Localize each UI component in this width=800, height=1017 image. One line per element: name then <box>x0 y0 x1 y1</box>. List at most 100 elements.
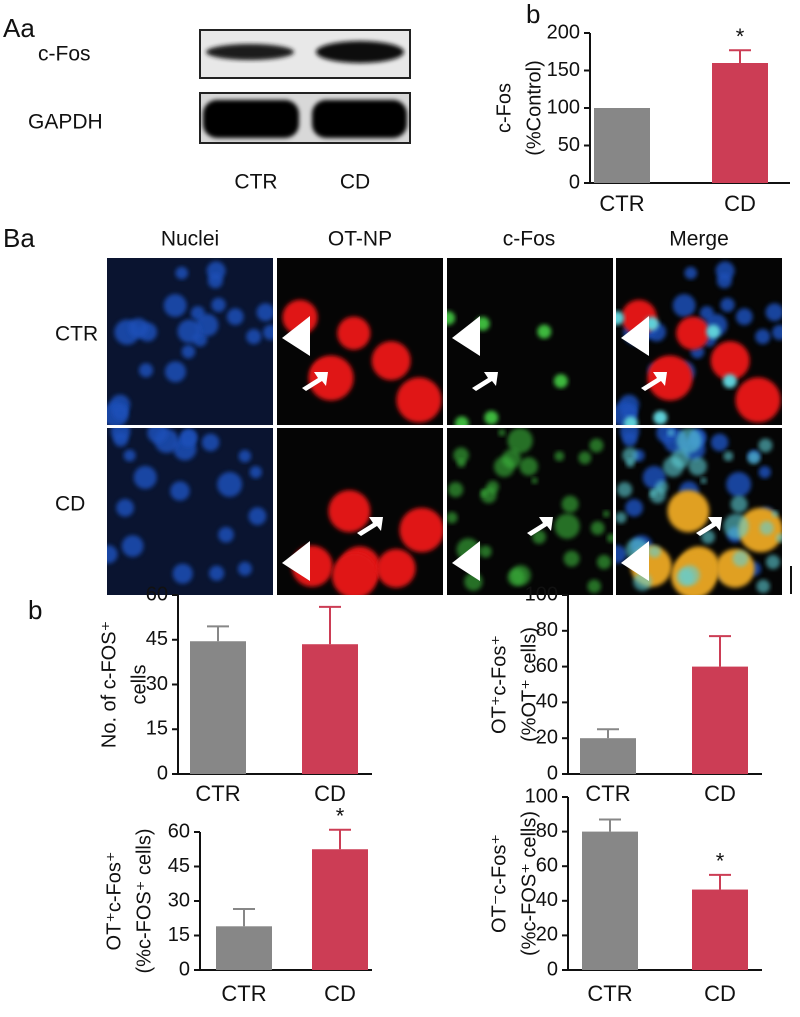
fos-spot <box>447 311 456 326</box>
y-tick-label: 100 <box>525 583 558 605</box>
y-axis-label: cells <box>128 664 150 704</box>
y-tick-label: 0 <box>569 171 580 193</box>
panel-label: b <box>526 0 540 29</box>
panel-label: Ba <box>3 223 35 253</box>
micrograph <box>616 258 782 425</box>
fos-spot <box>456 458 466 468</box>
y-tick-label: 40 <box>536 889 558 911</box>
nucleus <box>621 405 637 421</box>
fos-spot <box>596 554 612 570</box>
micrograph <box>107 258 273 425</box>
micrograph-column-label: c-Fos <box>503 228 556 251</box>
nucleus <box>249 465 262 479</box>
fos-spot <box>622 447 638 464</box>
micrograph-column-label: Merge <box>669 228 729 251</box>
blot-row-label: GAPDH <box>28 111 103 134</box>
nucleus <box>622 432 638 447</box>
ot-cell <box>376 548 416 588</box>
fos-spot <box>701 530 716 544</box>
fos-spot <box>676 568 694 587</box>
y-tick-label: 30 <box>146 673 168 695</box>
ot-cell <box>399 507 443 553</box>
arrow <box>527 517 553 536</box>
y-tick-label: 45 <box>146 628 168 650</box>
nucleus <box>211 297 226 313</box>
western-blot <box>199 29 411 144</box>
y-tick-label: 15 <box>146 718 168 740</box>
error-bar <box>329 828 351 850</box>
x-tick-label: CD <box>324 981 356 1006</box>
ot-cell <box>308 355 354 401</box>
fos-spot <box>747 451 761 465</box>
y-tick-label: 60 <box>168 820 190 842</box>
arrowhead <box>621 316 649 356</box>
ot-cell <box>331 552 378 595</box>
fos-spot <box>655 480 669 494</box>
nucleus <box>616 545 627 564</box>
fos-spot <box>507 428 533 454</box>
arrowhead <box>452 541 480 581</box>
fos-spot <box>730 495 748 513</box>
nucleus <box>248 507 267 526</box>
fos-spot <box>554 451 565 462</box>
bar <box>692 889 748 970</box>
micrograph-column-label: Nuclei <box>161 228 219 251</box>
y-tick-label: 60 <box>536 854 558 876</box>
micrograph <box>107 428 273 595</box>
y-axis-label: (%c-FOS⁺ cells) <box>518 811 540 956</box>
fos-spot <box>532 530 547 544</box>
nucleus <box>112 405 128 421</box>
fos-spot <box>453 447 469 464</box>
ot-cell <box>710 341 750 381</box>
error-bar <box>729 49 751 63</box>
nucleus <box>179 430 197 448</box>
y-tick-label: 200 <box>547 21 580 43</box>
fos-spot <box>667 428 675 437</box>
fos-spot <box>625 458 635 468</box>
bar <box>216 926 272 970</box>
nucleus <box>172 563 193 584</box>
y-tick-label: 45 <box>168 855 190 877</box>
y-tick-label: 80 <box>536 619 558 641</box>
nucleus <box>113 432 129 447</box>
fos-spot <box>554 513 580 539</box>
arrow <box>472 372 498 391</box>
y-axis-label: (%OT⁺ cells) <box>518 627 540 742</box>
y-tick-label: 0 <box>179 958 190 980</box>
y-tick-label: 60 <box>536 655 558 677</box>
error-bar <box>233 908 255 927</box>
error-bar <box>319 605 341 645</box>
fos-spot <box>616 511 627 524</box>
nucleus <box>262 324 273 341</box>
micrograph-row-label: CD <box>55 493 85 516</box>
fos-spot <box>447 481 464 498</box>
significance-marker: * <box>736 24 745 49</box>
y-tick-label: 60 <box>146 583 168 605</box>
fos-spot <box>775 533 782 543</box>
nucleus <box>710 433 729 452</box>
micrograph <box>447 258 613 425</box>
y-axis-label: (%Control) <box>523 60 545 156</box>
nucleus <box>209 565 225 581</box>
ot-cell <box>667 490 710 533</box>
fos-spot <box>498 428 506 437</box>
nucleus <box>625 498 644 517</box>
nucleus <box>164 361 186 383</box>
x-tick-label: CTR <box>221 981 266 1006</box>
nucleus <box>116 498 135 517</box>
nucleus <box>720 297 735 313</box>
bar <box>692 666 748 774</box>
arrow <box>641 372 667 391</box>
arrow <box>696 517 722 536</box>
nucleus <box>684 266 698 280</box>
bar <box>190 641 246 774</box>
fos-spot <box>732 550 749 567</box>
fos-spot <box>447 511 458 524</box>
fos-spot <box>723 451 734 462</box>
nucleus <box>181 344 196 359</box>
y-tick-label: 40 <box>536 691 558 713</box>
bar <box>302 644 358 774</box>
fos-spot <box>688 457 707 476</box>
y-tick-label: 80 <box>536 820 558 842</box>
significance-marker: * <box>716 849 725 874</box>
